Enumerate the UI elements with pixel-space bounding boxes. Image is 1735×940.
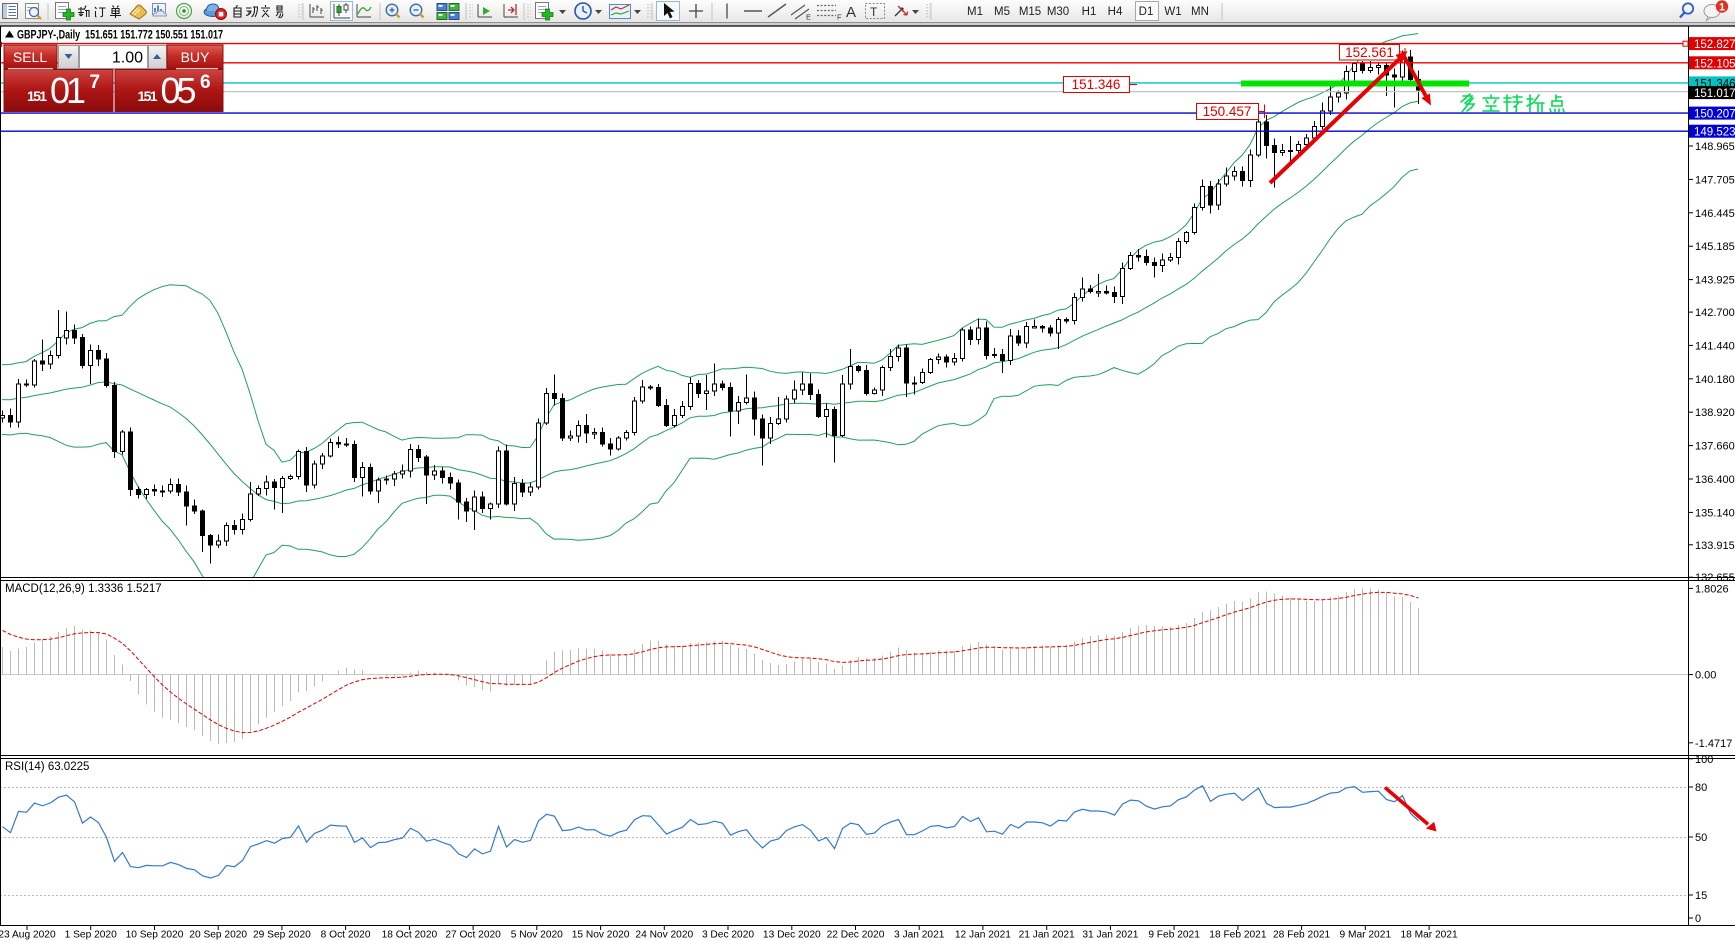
svg-text:1.8026: 1.8026 (1695, 583, 1729, 595)
svg-text:138.920: 138.920 (1695, 407, 1735, 419)
svg-text:140.180: 140.180 (1695, 374, 1735, 386)
svg-text:10 Sep 2020: 10 Sep 2020 (126, 930, 184, 940)
svg-text:F: F (837, 13, 842, 22)
svg-text:3 Dec 2020: 3 Dec 2020 (702, 930, 754, 940)
svg-text:141.440: 141.440 (1695, 340, 1735, 352)
svg-text:18 Mar 2021: 18 Mar 2021 (1400, 930, 1458, 940)
svg-text:20 Sep 2020: 20 Sep 2020 (189, 930, 247, 940)
svg-text:80: 80 (1695, 782, 1707, 794)
svg-text:0: 0 (1695, 913, 1701, 925)
svg-text:MN: MN (1191, 6, 1209, 18)
svg-text:3 Jan 2021: 3 Jan 2021 (894, 930, 945, 940)
svg-text:M5: M5 (994, 6, 1010, 18)
svg-text:SELL: SELL (13, 49, 47, 65)
svg-text:12 Jan 2021: 12 Jan 2021 (955, 930, 1011, 940)
svg-text:23 Aug 2020: 23 Aug 2020 (0, 930, 56, 940)
svg-text:D1: D1 (1139, 6, 1154, 18)
svg-text:-1.4717: -1.4717 (1695, 738, 1732, 750)
svg-text:50: 50 (1695, 832, 1707, 844)
svg-text:0.00: 0.00 (1695, 670, 1716, 682)
svg-text:148.965: 148.965 (1695, 141, 1735, 153)
svg-text:8 Oct 2020: 8 Oct 2020 (321, 930, 371, 940)
svg-text:22 Dec 2020: 22 Dec 2020 (827, 930, 885, 940)
svg-text:151.017: 151.017 (1694, 88, 1735, 100)
svg-text:135.140: 135.140 (1695, 507, 1735, 519)
svg-text:01: 01 (50, 70, 86, 111)
svg-text:142.700: 142.700 (1695, 307, 1735, 319)
svg-text:9 Feb 2021: 9 Feb 2021 (1148, 930, 1200, 940)
svg-text:H1: H1 (1082, 6, 1097, 18)
svg-text:28 Feb 2021: 28 Feb 2021 (1273, 930, 1331, 940)
svg-text:18 Feb 2021: 18 Feb 2021 (1209, 930, 1267, 940)
svg-text:150.457: 150.457 (1203, 104, 1252, 119)
svg-text:E: E (806, 13, 811, 22)
svg-text:146.445: 146.445 (1695, 208, 1735, 220)
svg-text:152.827: 152.827 (1694, 39, 1735, 51)
svg-text:29 Sep 2020: 29 Sep 2020 (253, 930, 311, 940)
svg-text:13 Dec 2020: 13 Dec 2020 (763, 930, 821, 940)
svg-text:143.925: 143.925 (1695, 275, 1735, 287)
svg-text:21 Jan 2021: 21 Jan 2021 (1019, 930, 1075, 940)
svg-text:24 Nov 2020: 24 Nov 2020 (635, 930, 693, 940)
svg-text:H4: H4 (1108, 6, 1123, 18)
svg-text:9 Mar 2021: 9 Mar 2021 (1340, 930, 1392, 940)
svg-text:W1: W1 (1164, 6, 1181, 18)
svg-text:1.00: 1.00 (112, 50, 143, 67)
svg-text:151: 151 (27, 88, 47, 104)
svg-text:31 Jan 2021: 31 Jan 2021 (1082, 930, 1138, 940)
svg-text:15: 15 (1695, 890, 1707, 902)
svg-text:132.655: 132.655 (1695, 572, 1735, 584)
svg-text:152.105: 152.105 (1694, 58, 1735, 70)
svg-text:M1: M1 (967, 6, 983, 18)
svg-text:BUY: BUY (181, 49, 210, 65)
svg-text:152.561: 152.561 (1345, 45, 1394, 60)
svg-text:M15: M15 (1019, 6, 1041, 18)
svg-text:RSI(14) 63.0225: RSI(14) 63.0225 (5, 761, 89, 773)
svg-text:A: A (846, 4, 856, 21)
svg-text:5 Nov 2020: 5 Nov 2020 (511, 930, 563, 940)
svg-text:137.660: 137.660 (1695, 441, 1735, 453)
svg-text:18 Oct 2020: 18 Oct 2020 (382, 930, 438, 940)
svg-text:100: 100 (1695, 754, 1713, 766)
svg-text:05: 05 (161, 70, 197, 111)
svg-text:151: 151 (138, 88, 158, 104)
svg-text:147.705: 147.705 (1695, 174, 1735, 186)
svg-text:150.207: 150.207 (1694, 109, 1735, 121)
svg-text:15 Nov 2020: 15 Nov 2020 (572, 930, 630, 940)
svg-text:M30: M30 (1047, 6, 1069, 18)
svg-text:27 Oct 2020: 27 Oct 2020 (445, 930, 501, 940)
svg-text:136.400: 136.400 (1695, 474, 1735, 486)
svg-text:1 Sep 2020: 1 Sep 2020 (65, 930, 117, 940)
svg-text:6: 6 (200, 72, 211, 93)
svg-text:149.523: 149.523 (1694, 127, 1735, 139)
svg-text:151.346: 151.346 (1072, 77, 1121, 92)
svg-text:MACD(12,26,9) 1.3336 1.5217: MACD(12,26,9) 1.3336 1.5217 (5, 583, 162, 595)
svg-text:145.185: 145.185 (1695, 241, 1735, 253)
svg-text:133.915: 133.915 (1695, 540, 1735, 552)
svg-text:T: T (870, 5, 878, 19)
svg-text:7: 7 (90, 72, 101, 93)
svg-text:GBPJPY-,Daily 151.651 151.772: GBPJPY-,Daily 151.651 151.772 150.551 15… (17, 28, 223, 42)
svg-text:1: 1 (1719, 2, 1725, 14)
